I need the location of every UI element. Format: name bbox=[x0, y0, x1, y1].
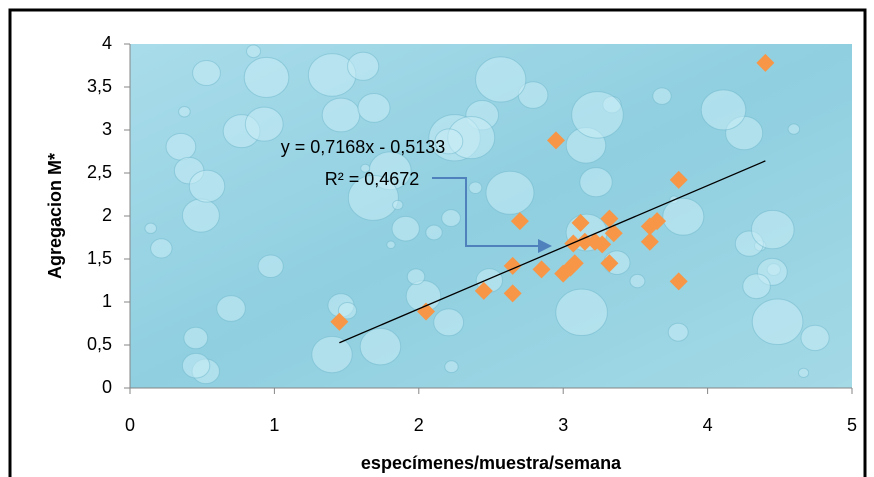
r-squared: R² = 0,4672 bbox=[325, 169, 420, 189]
point bbox=[600, 254, 619, 273]
droplet bbox=[475, 56, 527, 103]
droplet bbox=[797, 367, 810, 378]
point bbox=[565, 254, 584, 273]
droplet bbox=[392, 199, 404, 211]
x-tick-label: 1 bbox=[269, 415, 279, 435]
point bbox=[756, 53, 775, 72]
point bbox=[571, 213, 590, 232]
y-tick-label: 3 bbox=[102, 119, 112, 139]
droplet bbox=[571, 91, 624, 139]
point bbox=[600, 209, 619, 228]
droplet bbox=[787, 123, 801, 135]
droplet bbox=[433, 308, 465, 337]
droplet bbox=[321, 97, 361, 133]
droplet bbox=[750, 209, 795, 250]
point bbox=[593, 235, 612, 254]
droplet bbox=[434, 128, 464, 155]
droplet bbox=[662, 197, 705, 236]
droplet bbox=[347, 174, 399, 221]
x-tick-label: 5 bbox=[847, 415, 857, 435]
droplet bbox=[629, 273, 646, 289]
droplet bbox=[555, 288, 608, 337]
droplet bbox=[800, 324, 830, 352]
x-tick-label: 2 bbox=[414, 415, 424, 435]
droplet bbox=[360, 163, 371, 173]
point bbox=[640, 232, 659, 251]
droplet bbox=[652, 87, 672, 105]
droplet bbox=[444, 360, 459, 374]
x-tick-label: 4 bbox=[703, 415, 713, 435]
y-tick-label: 3,5 bbox=[87, 76, 112, 96]
arrow-head bbox=[538, 239, 552, 253]
x-tick-label: 3 bbox=[558, 415, 568, 435]
point bbox=[417, 302, 436, 321]
y-tick-label: 2,5 bbox=[87, 162, 112, 182]
droplet bbox=[181, 198, 220, 233]
droplet bbox=[183, 326, 209, 350]
droplet bbox=[742, 273, 771, 300]
y-tick-label: 1,5 bbox=[87, 248, 112, 268]
droplet bbox=[178, 106, 191, 118]
point bbox=[532, 260, 551, 279]
plot-background bbox=[130, 44, 852, 388]
droplet bbox=[700, 89, 747, 131]
y-tick-label: 2 bbox=[102, 205, 112, 225]
droplet bbox=[751, 298, 804, 346]
droplet bbox=[246, 44, 262, 59]
droplet bbox=[425, 224, 443, 241]
droplet bbox=[485, 170, 535, 215]
y-tick-label: 1 bbox=[102, 291, 112, 311]
droplet bbox=[468, 181, 483, 194]
x-axis-title: especímenes/muestra/semana bbox=[361, 453, 622, 473]
arrow bbox=[432, 177, 540, 247]
droplet bbox=[216, 295, 246, 322]
droplet bbox=[150, 238, 173, 259]
x-tick-label: 0 bbox=[125, 415, 135, 435]
y-tick-label: 0 bbox=[102, 377, 112, 397]
y-tick-label: 4 bbox=[102, 33, 112, 53]
point bbox=[575, 232, 594, 251]
droplet bbox=[192, 59, 221, 86]
droplet bbox=[144, 222, 158, 235]
point bbox=[546, 131, 565, 150]
droplet bbox=[386, 240, 396, 250]
droplet bbox=[359, 327, 402, 366]
y-axis-title: Agregacion M* bbox=[45, 153, 65, 279]
droplet bbox=[188, 169, 226, 203]
point bbox=[669, 170, 688, 189]
droplet bbox=[357, 93, 391, 123]
point bbox=[669, 272, 688, 291]
droplet bbox=[165, 132, 197, 161]
droplet bbox=[441, 209, 461, 228]
droplet bbox=[337, 302, 358, 320]
droplet bbox=[243, 56, 290, 99]
droplet bbox=[667, 322, 689, 342]
droplet bbox=[347, 51, 380, 81]
droplet bbox=[257, 254, 284, 279]
trendline-equation: y = 0,7168x - 0,5133 bbox=[281, 137, 446, 157]
droplet bbox=[406, 268, 426, 286]
droplet bbox=[391, 215, 420, 242]
droplet bbox=[311, 335, 353, 374]
frame bbox=[8, 8, 867, 477]
point bbox=[330, 312, 349, 331]
droplet bbox=[579, 167, 613, 198]
point bbox=[510, 212, 529, 231]
trendline bbox=[339, 160, 766, 344]
droplet bbox=[181, 352, 211, 379]
point bbox=[503, 284, 522, 303]
y-tick-label: 0,5 bbox=[87, 334, 112, 354]
point bbox=[604, 224, 623, 243]
plot bbox=[330, 53, 775, 344]
droplet bbox=[244, 106, 284, 142]
point bbox=[474, 281, 493, 300]
point bbox=[648, 212, 667, 231]
